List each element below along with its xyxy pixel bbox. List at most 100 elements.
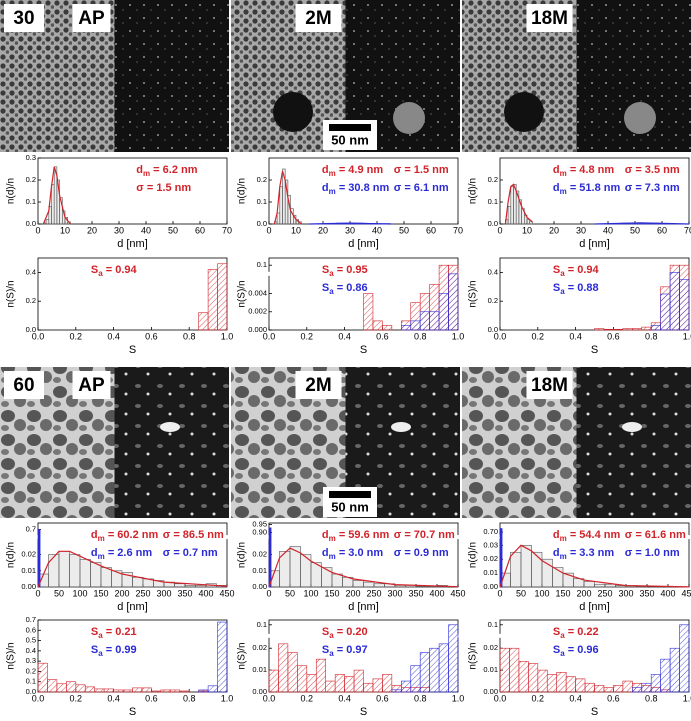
- y-tick-label: 0.0: [257, 219, 267, 228]
- annotation-symbol: S: [553, 626, 560, 638]
- x-tick-label: 250: [597, 588, 612, 598]
- annotation-symbol: d: [136, 164, 143, 176]
- histogram-bar: [179, 690, 190, 693]
- histogram-bar: [170, 689, 181, 693]
- x-tick-label: 0: [35, 588, 40, 598]
- y-tick-label: 0.00: [252, 687, 267, 696]
- y-tick-label: 0.1: [257, 620, 267, 629]
- particle: [504, 92, 544, 132]
- panel-label: AP: [78, 8, 105, 29]
- scale-bar: [329, 124, 371, 131]
- fit-curve: [594, 222, 690, 225]
- annotation-subscript: a: [98, 269, 103, 278]
- histogram-bar: [56, 683, 67, 693]
- annotation-value: = 2.6 nm: [105, 547, 153, 559]
- annotation-value: = 30.8 nm: [336, 182, 390, 194]
- y-tick-label: 0.0: [488, 325, 498, 334]
- x-tick-label: 20: [87, 225, 97, 235]
- particle: [273, 92, 313, 132]
- axis-break: [686, 535, 691, 540]
- annotation: Sa = 0.96: [553, 644, 599, 658]
- x-axis-title: S: [591, 344, 598, 356]
- axis-break: [497, 633, 503, 638]
- y-tick-label: 0.00: [483, 582, 498, 591]
- histogram-bar: [278, 643, 289, 693]
- histogram-bar: [66, 681, 77, 693]
- histogram-bar: [391, 689, 402, 693]
- annotation-symbol: σ: [136, 182, 144, 194]
- x-tick-label: 30: [114, 225, 124, 235]
- micrograph-dark: [114, 367, 229, 518]
- annotation-value: = 61.6 nm: [632, 529, 686, 541]
- y-tick-label: 0.02: [483, 554, 498, 563]
- y-tick-label: 0.3: [26, 656, 36, 665]
- x-tick-label: 0.8: [414, 331, 427, 341]
- x-tick-label: 0: [497, 225, 502, 235]
- y-tick-label: 0.01: [252, 566, 267, 575]
- y-tick-label: 0.000: [248, 325, 267, 334]
- x-axis-title: d [nm]: [348, 238, 379, 250]
- histogram-bar: [279, 186, 283, 225]
- x-tick-label: 10: [522, 225, 532, 235]
- y-tick-label: 0.5: [26, 636, 36, 645]
- x-tick-label: 100: [534, 588, 549, 598]
- annotation-symbol: d: [91, 529, 98, 541]
- annotation-value: = 3.3 nm: [567, 547, 615, 559]
- annotation: Sa = 0.88: [553, 282, 599, 296]
- histogram-bar: [363, 293, 374, 331]
- x-tick-label: 0.2: [532, 693, 545, 703]
- axis-break: [266, 633, 272, 638]
- x-tick-label: 50: [285, 588, 295, 598]
- y-tick-label: 0.02: [252, 643, 267, 652]
- annotation-symbol: d: [322, 547, 329, 559]
- chart: 0.00 0.01 0.02 0.7 0 50 100 150 200 250 300 350 400 4…: [6, 522, 235, 613]
- y-tick-label: 0.7: [26, 524, 36, 533]
- chart: 0.0 0.2 0.4 0.0 0.2 0.4 0.6 0.8 1.0 Sn(S)/n Sa = 0…: [6, 257, 233, 356]
- annotation: dm = 2.6 nm: [91, 547, 152, 561]
- x-tick-label: 50: [630, 225, 640, 235]
- x-tick-label: 1.0: [683, 331, 691, 341]
- y-tick-label: 0.004: [248, 289, 267, 298]
- histogram-bar: [174, 583, 186, 588]
- annotation-value: = 1.5 nm: [144, 182, 192, 194]
- x-tick-label: 400: [198, 588, 213, 598]
- y-axis-title: n(d)/n: [468, 178, 479, 204]
- histogram-bar: [660, 293, 671, 331]
- plot-area: [37, 157, 228, 225]
- histogram-bar: [331, 573, 343, 588]
- annotation-subscript: a: [329, 631, 334, 640]
- x-tick-label: 50: [54, 588, 64, 598]
- annotation-subscript: a: [560, 631, 565, 640]
- annotation: Sa = 0.94: [553, 264, 600, 278]
- annotation-symbol: σ: [625, 164, 633, 176]
- chart: 0.0 0.2 0.4 0.0 0.2 0.4 0.6 0.8 1.0 Sn(S)/n Sa = 0…: [468, 257, 691, 356]
- y-tick-label: 0.00: [252, 582, 267, 591]
- x-axis-title: d [nm]: [579, 238, 610, 250]
- chart: 0.0 0.1 0.2 0.3 0 10 20 30 40 50 60 70 d [nm] n(d)/n d…: [6, 153, 232, 250]
- histogram-bar: [184, 585, 196, 588]
- annotation-symbol: d: [553, 182, 560, 194]
- histogram-bar: [373, 583, 385, 588]
- scale-bar-label: 50 nm: [331, 132, 369, 147]
- x-axis-title: d [nm]: [117, 238, 148, 250]
- x-tick-label: 20: [318, 225, 328, 235]
- plot-area: [499, 257, 690, 331]
- histogram-bar: [528, 663, 539, 693]
- annotation-value: = 4.8 nm: [567, 164, 615, 176]
- annotation: dm = 30.8 nm: [322, 182, 390, 196]
- histogram-bar: [650, 674, 661, 693]
- y-tick-label: 0.01: [483, 568, 498, 577]
- micrograph-dark: [576, 367, 691, 518]
- y-tick-label: 0.00: [483, 687, 498, 696]
- annotation-value: = 0.96: [565, 644, 599, 656]
- charts: 0.00.10.20.30 10 20 30 40 50 60 70d [nm]n(d)/nd…: [6, 153, 691, 718]
- x-tick-label: 0.0: [494, 693, 507, 703]
- histogram-bar: [641, 326, 652, 331]
- x-tick-label: 0: [266, 225, 271, 235]
- x-tick-label: 50: [399, 225, 409, 235]
- histogram-bar: [160, 689, 171, 693]
- annotation-symbol: S: [91, 644, 98, 656]
- x-tick-label: 30: [345, 225, 355, 235]
- y-axis-title: n(d)/n: [6, 178, 17, 204]
- particle: [160, 422, 180, 432]
